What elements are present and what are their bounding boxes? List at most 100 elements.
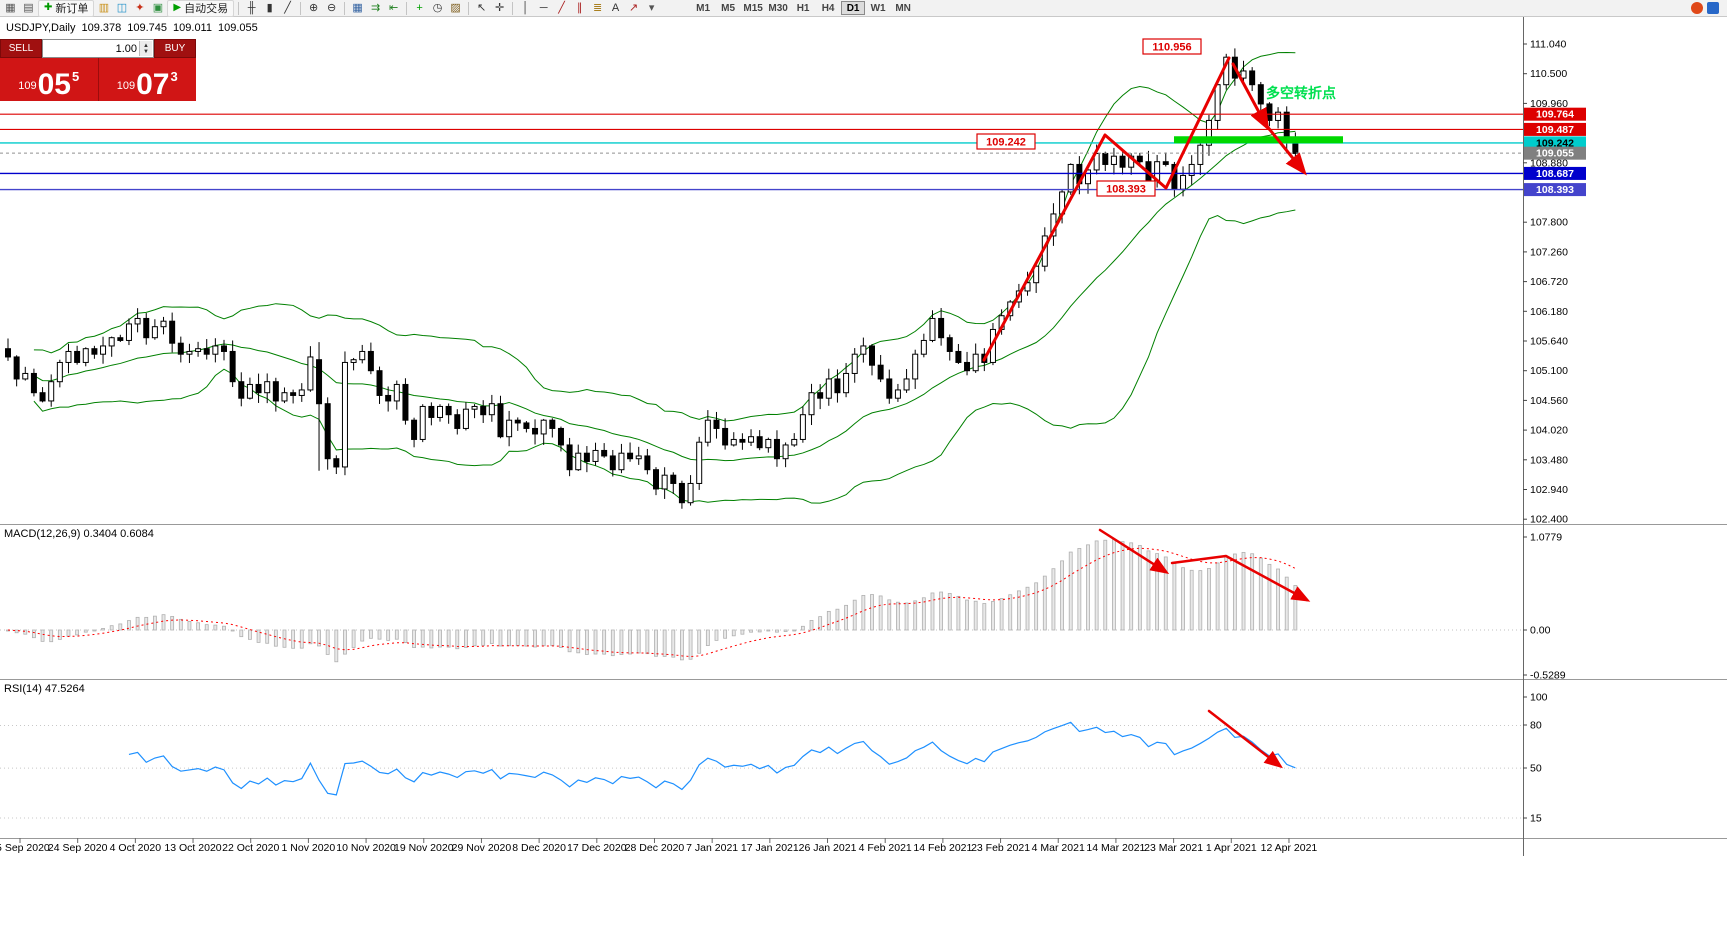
chart-shift-icon[interactable]: ⇤ [388, 1, 399, 14]
svg-text:7 Jan 2021: 7 Jan 2021 [686, 842, 738, 854]
svg-text:17 Dec 2020: 17 Dec 2020 [567, 842, 627, 854]
panel-separators [0, 17, 1727, 856]
spinner-down-icon[interactable]: ▼ [143, 48, 149, 55]
svg-text:4 Feb 2021: 4 Feb 2021 [859, 842, 912, 854]
svg-text:29 Nov 2020: 29 Nov 2020 [452, 842, 512, 854]
spinner-up-icon[interactable]: ▲ [143, 42, 149, 49]
svg-text:109.055: 109.055 [1536, 148, 1574, 160]
trendline-icon[interactable]: ╱ [558, 1, 565, 14]
svg-text:15 Sep 2020: 15 Sep 2020 [0, 842, 50, 854]
fibonacci-icon[interactable]: ≣ [592, 1, 603, 14]
svg-text:105.100: 105.100 [1530, 365, 1568, 377]
svg-text:19 Nov 2020: 19 Nov 2020 [394, 842, 454, 854]
vertical-line-icon[interactable]: │ [522, 1, 530, 14]
new-order-button[interactable]: ✚ 新订单 [38, 0, 95, 17]
one-click-trading-panel: SELL 1.00 ▲ ▼ BUY 109 05 5 109 07 3 [0, 39, 196, 101]
chart-ohlc-header: USDJPY,Daily 109.378 109.745 109.011 109… [6, 22, 258, 34]
ask-prefix: 109 [116, 80, 136, 92]
price-axis: 111.040 110.500 109.960 108.880 107.800 107.2… [1523, 39, 1586, 526]
svg-text:0.00: 0.00 [1530, 625, 1551, 637]
tile-windows-icon[interactable]: ▦ [352, 1, 363, 14]
svg-text:102.940: 102.940 [1530, 484, 1568, 496]
navigator-icon[interactable]: ✦ [135, 1, 145, 14]
ask-pip-digit: 3 [170, 69, 178, 84]
timeframe-d1-button[interactable]: D1 [841, 1, 866, 15]
toolbar-separator [512, 1, 514, 15]
svg-text:106.180: 106.180 [1530, 306, 1568, 318]
trade-panel-top-row: SELL 1.00 ▲ ▼ BUY [0, 39, 196, 58]
community-icon[interactable] [1707, 2, 1719, 14]
svg-text:23 Feb 2021: 23 Feb 2021 [971, 842, 1030, 854]
ohlc-low: 109.011 [173, 22, 212, 34]
templates-icon[interactable]: ▨ [450, 1, 461, 14]
bid-price[interactable]: 109 05 5 [0, 58, 99, 101]
timeframe-w1-button[interactable]: W1 [870, 2, 886, 14]
ask-big-digits: 07 [136, 68, 170, 101]
arrows-tool-icon[interactable]: ↗ [628, 1, 639, 14]
auto-scroll-icon[interactable]: ⇉ [370, 1, 381, 14]
svg-text:105.640: 105.640 [1530, 336, 1568, 348]
timeframe-m1-button[interactable]: M1 [696, 2, 711, 14]
timeframe-mn-button[interactable]: MN [895, 2, 911, 14]
text-label-icon[interactable]: A [611, 1, 620, 14]
sell-button[interactable]: SELL [0, 39, 42, 58]
ask-price[interactable]: 109 07 3 [99, 58, 197, 101]
candlestick-chart-icon[interactable]: ▮ [266, 1, 273, 14]
svg-text:100: 100 [1530, 692, 1548, 704]
terminal-icon[interactable]: ▣ [152, 1, 164, 14]
shapes-dropdown-icon[interactable]: ▾ [648, 1, 655, 14]
toolbar-separator [238, 1, 240, 15]
ohlc-open: 109.378 [81, 22, 122, 34]
timeframe-m30-button[interactable]: M30 [768, 2, 788, 14]
horizontal-line-icon[interactable]: ─ [539, 1, 548, 14]
timeframe-h1-button[interactable]: H1 [796, 2, 810, 14]
svg-text:108.880: 108.880 [1530, 157, 1568, 169]
equidistant-channel-icon[interactable]: ∥ [576, 1, 583, 14]
macd-signal-line [7, 547, 1296, 658]
candles [5, 48, 1299, 509]
volume-input[interactable]: 1.00 ▲ ▼ [42, 39, 154, 58]
svg-text:26 Jan 2021: 26 Jan 2021 [799, 842, 857, 854]
timeframe-m5-button[interactable]: M5 [721, 2, 736, 14]
market-watch-icon[interactable]: ▥ [98, 1, 110, 14]
svg-text:1 Nov 2020: 1 Nov 2020 [282, 842, 336, 854]
zoom-out-icon[interactable]: ⊖ [326, 1, 337, 14]
svg-text:14 Feb 2021: 14 Feb 2021 [913, 842, 972, 854]
svg-text:17 Jan 2021: 17 Jan 2021 [741, 842, 799, 854]
new-chart-icon[interactable]: ▦ [5, 1, 16, 14]
svg-text:13 Oct 2020: 13 Oct 2020 [164, 842, 221, 854]
timeframe-m15-button[interactable]: M15 [743, 2, 763, 14]
svg-text:108.687: 108.687 [1536, 168, 1574, 180]
svg-text:24 Sep 2020: 24 Sep 2020 [48, 842, 108, 854]
svg-text:110.500: 110.500 [1530, 68, 1567, 80]
svg-text:50: 50 [1530, 763, 1542, 775]
timeframe-h4-button[interactable]: H4 [821, 2, 835, 14]
rsi-line [128, 721, 1296, 796]
line-chart-icon[interactable]: ╱ [284, 1, 291, 14]
crosshair-icon[interactable]: ✛ [494, 1, 505, 14]
indicators-icon[interactable]: + [416, 1, 423, 14]
svg-text:102.400: 102.400 [1530, 514, 1568, 526]
svg-text:109.764: 109.764 [1536, 109, 1574, 121]
autotrading-button-label: 自动交易 [184, 3, 229, 15]
svg-text:4 Mar 2021: 4 Mar 2021 [1032, 842, 1085, 854]
svg-text:1 Apr 2021: 1 Apr 2021 [1206, 842, 1257, 854]
autotrading-button[interactable]: ▶ 自动交易 [167, 0, 235, 17]
svg-text:12 Apr 2021: 12 Apr 2021 [1261, 842, 1318, 854]
data-window-icon[interactable]: ◫ [116, 1, 128, 14]
zoom-in-icon[interactable]: ⊕ [308, 1, 319, 14]
periods-dropdown-icon[interactable]: ◷ [432, 1, 443, 14]
svg-text:109.487: 109.487 [1536, 124, 1574, 136]
toolbar-separator [468, 1, 470, 15]
volume-spinner[interactable]: ▲ ▼ [139, 41, 152, 56]
chart-profiles-icon[interactable]: ▤ [23, 1, 34, 14]
buy-button[interactable]: BUY [154, 39, 196, 58]
svg-text:107.800: 107.800 [1530, 217, 1568, 229]
bar-chart-icon[interactable]: ╫ [247, 1, 256, 14]
connection-status-icon[interactable] [1691, 2, 1703, 14]
cursor-icon[interactable]: ↖ [476, 1, 487, 14]
bid-pip-digit: 5 [72, 69, 80, 84]
svg-text:1.0779: 1.0779 [1530, 532, 1562, 544]
